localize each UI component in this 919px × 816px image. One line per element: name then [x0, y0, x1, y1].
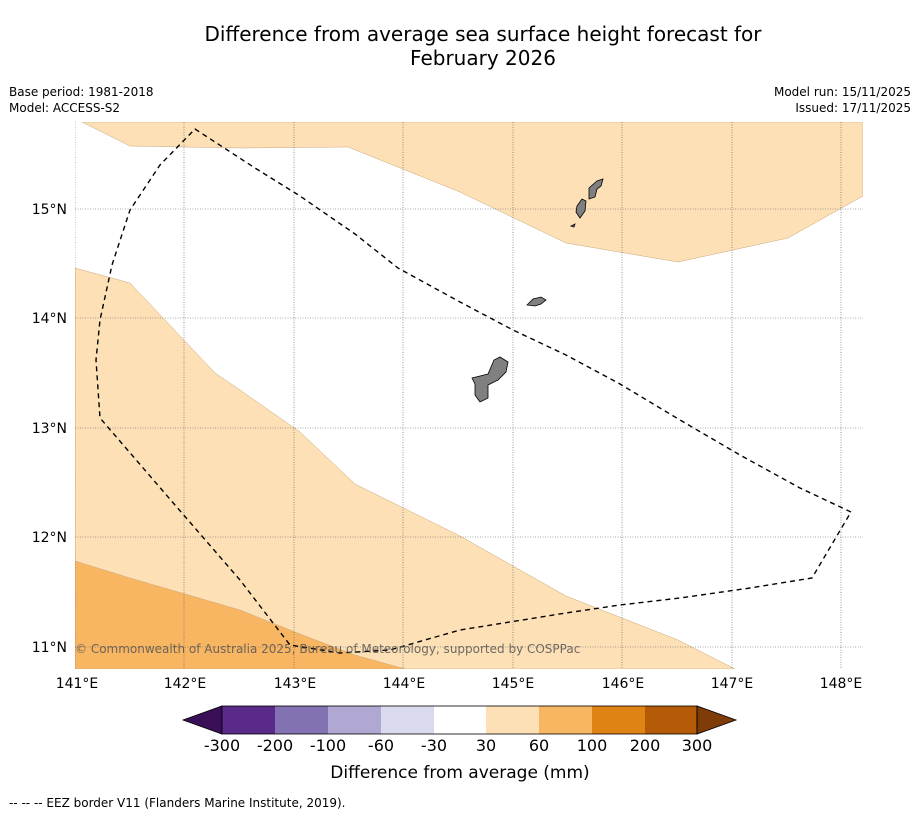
island-aguijan [569, 223, 576, 228]
colorbar-tick-label: 60 [529, 736, 549, 755]
colorbar-outline [221, 705, 698, 735]
lon-label: 141°E [56, 676, 99, 692]
colorbar-extend-high [696, 705, 738, 735]
model-run: Model run: 15/11/2025 [773, 85, 911, 99]
colorbar-segment [381, 706, 434, 734]
island-guam [471, 356, 509, 403]
anomaly-band-north [81, 122, 863, 263]
lon-label: 146°E [602, 676, 645, 692]
colorbar-segment [539, 706, 592, 734]
map-title: Difference from average sea surface heig… [0, 22, 919, 70]
colorbar-tick-label: -60 [368, 736, 394, 755]
lat-label: 14°N [32, 311, 67, 327]
colorbar-tick-label: 100 [577, 736, 608, 755]
lat-label: 12°N [32, 530, 67, 546]
meta-right: Model run: 15/11/2025 Issued: 17/11/2025 [774, 84, 911, 116]
lon-label: 148°E [820, 676, 863, 692]
colorbar-title: Difference from average (mm) [330, 763, 589, 783]
colorbar-tick-label: 30 [476, 736, 496, 755]
longitude-labels: 141°E 142°E 143°E 144°E 145°E 146°E 147°… [56, 676, 863, 692]
title-line-2: February 2026 [410, 46, 556, 70]
lon-label: 145°E [492, 676, 535, 692]
colorbar-tick-label: 300 [682, 736, 713, 755]
gridlines [75, 122, 863, 669]
map-area: © Commonwealth of Australia 2025, Bureau… [75, 122, 863, 669]
lon-label: 147°E [711, 676, 754, 692]
latitude-labels: 15°N 14°N 13°N 12°N 11°N [32, 202, 67, 656]
colorbar-tick-label: -30 [421, 736, 447, 755]
copyright-text: © Commonwealth of Australia 2025, Bureau… [75, 642, 580, 656]
meta-left: Base period: 1981-2018 Model: ACCESS-S2 [9, 84, 154, 116]
colorbar-segment [328, 706, 381, 734]
lat-label: 11°N [32, 640, 67, 656]
lon-label: 142°E [164, 676, 207, 692]
land-islands [471, 178, 604, 403]
lon-label: 143°E [274, 676, 317, 692]
colorbar-segment [222, 706, 275, 734]
eez-footnote: -- -- -- EEZ border V11 (Flanders Marine… [9, 796, 346, 810]
lat-label: 15°N [32, 202, 67, 218]
colorbar-segment [434, 706, 486, 734]
colorbar-tick-label: -200 [257, 736, 293, 755]
colorbar-tick-label: 200 [630, 736, 661, 755]
colorbar-segment [275, 706, 328, 734]
colorbar-extend-low [181, 705, 223, 735]
base-period: Base period: 1981-2018 [9, 85, 154, 99]
island-rota [526, 296, 547, 307]
colorbar-tick-label: -100 [310, 736, 346, 755]
eez-border [95, 128, 852, 654]
lat-label: 13°N [32, 421, 67, 437]
island-tinian [575, 198, 587, 219]
colorbar-segment [645, 706, 697, 734]
anomaly-band-southwest [75, 267, 736, 669]
anomaly-band-strong [75, 560, 406, 669]
colorbar-ticks: -300 -200 -100 -60 -30 30 60 100 200 300 [204, 736, 712, 755]
lon-label: 144°E [383, 676, 426, 692]
title-line-1: Difference from average sea surface heig… [204, 22, 762, 46]
issued-date: Issued: 17/11/2025 [795, 101, 911, 115]
colorbar-segment [486, 706, 539, 734]
model-name: Model: ACCESS-S2 [9, 101, 121, 115]
colorbar: -300 -200 -100 -60 -30 30 60 100 200 300… [181, 705, 738, 783]
island-saipan [588, 178, 604, 200]
colorbar-segment [592, 706, 645, 734]
colorbar-tick-label: -300 [204, 736, 240, 755]
